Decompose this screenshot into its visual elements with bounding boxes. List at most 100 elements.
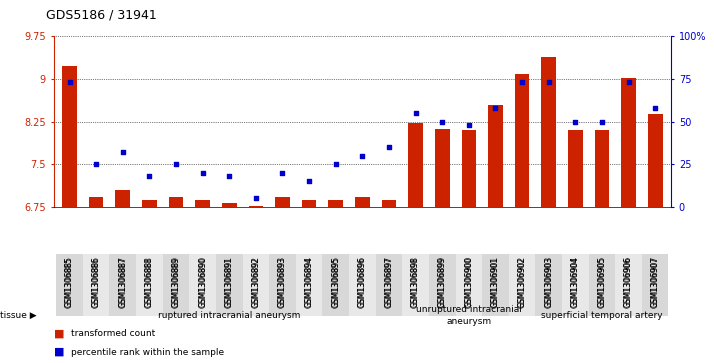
Point bbox=[516, 79, 528, 85]
Text: superficial temporal artery: superficial temporal artery bbox=[541, 311, 663, 320]
Bar bbox=[222, 203, 236, 207]
Text: GSM1306890: GSM1306890 bbox=[198, 257, 207, 308]
Point bbox=[490, 105, 501, 111]
Text: percentile rank within the sample: percentile rank within the sample bbox=[71, 348, 224, 356]
FancyBboxPatch shape bbox=[296, 254, 323, 316]
Point bbox=[650, 105, 661, 111]
Text: GSM1306901: GSM1306901 bbox=[491, 257, 500, 308]
Text: GSM1306890: GSM1306890 bbox=[198, 256, 207, 307]
FancyBboxPatch shape bbox=[402, 254, 429, 316]
Bar bbox=[488, 105, 503, 207]
FancyBboxPatch shape bbox=[136, 254, 163, 316]
Text: GSM1306896: GSM1306896 bbox=[358, 257, 367, 308]
FancyBboxPatch shape bbox=[482, 254, 509, 316]
Text: GSM1306887: GSM1306887 bbox=[119, 256, 127, 307]
Bar bbox=[89, 197, 104, 207]
FancyBboxPatch shape bbox=[376, 254, 402, 316]
FancyBboxPatch shape bbox=[83, 254, 109, 316]
Point bbox=[171, 161, 182, 167]
FancyBboxPatch shape bbox=[349, 254, 376, 316]
Text: GSM1306903: GSM1306903 bbox=[544, 256, 553, 307]
Text: GSM1306897: GSM1306897 bbox=[384, 257, 393, 308]
Text: GSM1306895: GSM1306895 bbox=[331, 257, 341, 308]
Bar bbox=[116, 190, 130, 207]
FancyBboxPatch shape bbox=[189, 254, 216, 316]
FancyBboxPatch shape bbox=[588, 254, 615, 316]
Text: GSM1306894: GSM1306894 bbox=[305, 256, 313, 307]
FancyBboxPatch shape bbox=[456, 254, 482, 316]
Text: GSM1306885: GSM1306885 bbox=[65, 257, 74, 308]
Text: GSM1306904: GSM1306904 bbox=[570, 257, 580, 309]
FancyBboxPatch shape bbox=[269, 254, 296, 316]
Text: tissue ▶: tissue ▶ bbox=[0, 311, 36, 320]
Bar bbox=[302, 200, 316, 207]
Point bbox=[277, 170, 288, 176]
Text: GSM1306886: GSM1306886 bbox=[91, 256, 101, 307]
Point bbox=[383, 144, 395, 150]
Bar bbox=[435, 129, 450, 207]
Point bbox=[144, 173, 155, 179]
Text: GSM1306907: GSM1306907 bbox=[650, 256, 660, 307]
Text: GSM1306889: GSM1306889 bbox=[171, 257, 181, 308]
Text: GSM1306888: GSM1306888 bbox=[145, 257, 154, 308]
Bar bbox=[595, 130, 609, 207]
Point bbox=[197, 170, 208, 176]
Text: GSM1306901: GSM1306901 bbox=[491, 256, 500, 307]
Text: GSM1306891: GSM1306891 bbox=[225, 257, 233, 308]
Text: GSM1306893: GSM1306893 bbox=[278, 256, 287, 307]
Point bbox=[623, 79, 634, 85]
Text: GSM1306896: GSM1306896 bbox=[358, 256, 367, 307]
FancyBboxPatch shape bbox=[323, 254, 349, 316]
Text: GSM1306906: GSM1306906 bbox=[624, 256, 633, 307]
Text: GSM1306899: GSM1306899 bbox=[438, 257, 447, 308]
Point bbox=[64, 79, 75, 85]
FancyBboxPatch shape bbox=[615, 254, 642, 316]
Point bbox=[91, 161, 102, 167]
Bar bbox=[62, 66, 77, 207]
Point bbox=[223, 173, 235, 179]
Text: GSM1306892: GSM1306892 bbox=[251, 256, 261, 307]
Text: GSM1306899: GSM1306899 bbox=[438, 256, 447, 307]
Bar bbox=[248, 206, 263, 207]
Text: GSM1306907: GSM1306907 bbox=[650, 257, 660, 309]
Point bbox=[410, 110, 421, 116]
Text: GSM1306895: GSM1306895 bbox=[331, 256, 341, 307]
FancyBboxPatch shape bbox=[509, 254, 536, 316]
FancyBboxPatch shape bbox=[562, 254, 588, 316]
Text: GSM1306894: GSM1306894 bbox=[305, 257, 313, 308]
Text: GSM1306903: GSM1306903 bbox=[544, 257, 553, 309]
Text: ruptured intracranial aneurysm: ruptured intracranial aneurysm bbox=[158, 311, 301, 320]
Bar bbox=[621, 78, 636, 207]
Bar bbox=[355, 197, 370, 207]
FancyBboxPatch shape bbox=[109, 254, 136, 316]
Bar bbox=[541, 57, 556, 207]
Bar bbox=[461, 130, 476, 207]
Text: GSM1306898: GSM1306898 bbox=[411, 257, 420, 308]
FancyBboxPatch shape bbox=[216, 254, 243, 316]
Text: ■: ■ bbox=[54, 329, 64, 339]
FancyBboxPatch shape bbox=[642, 254, 668, 316]
Point bbox=[250, 195, 261, 201]
FancyBboxPatch shape bbox=[56, 254, 83, 316]
Bar bbox=[196, 200, 210, 207]
Point bbox=[356, 153, 368, 159]
Point bbox=[543, 79, 554, 85]
Text: GSM1306893: GSM1306893 bbox=[278, 257, 287, 308]
Text: GSM1306902: GSM1306902 bbox=[518, 257, 527, 308]
Bar bbox=[328, 200, 343, 207]
Text: GSM1306900: GSM1306900 bbox=[464, 257, 473, 309]
Text: GSM1306888: GSM1306888 bbox=[145, 256, 154, 307]
FancyBboxPatch shape bbox=[243, 254, 269, 316]
FancyBboxPatch shape bbox=[429, 254, 456, 316]
Bar bbox=[169, 197, 183, 207]
Text: transformed count: transformed count bbox=[71, 330, 156, 338]
Text: GSM1306905: GSM1306905 bbox=[598, 257, 606, 309]
FancyBboxPatch shape bbox=[163, 254, 189, 316]
Text: GDS5186 / 31941: GDS5186 / 31941 bbox=[46, 9, 157, 22]
Text: GSM1306889: GSM1306889 bbox=[171, 256, 181, 307]
Text: GSM1306904: GSM1306904 bbox=[570, 256, 580, 307]
Text: GSM1306902: GSM1306902 bbox=[518, 256, 527, 307]
Bar bbox=[568, 130, 583, 207]
Text: GSM1306887: GSM1306887 bbox=[119, 257, 127, 308]
Bar bbox=[408, 123, 423, 207]
